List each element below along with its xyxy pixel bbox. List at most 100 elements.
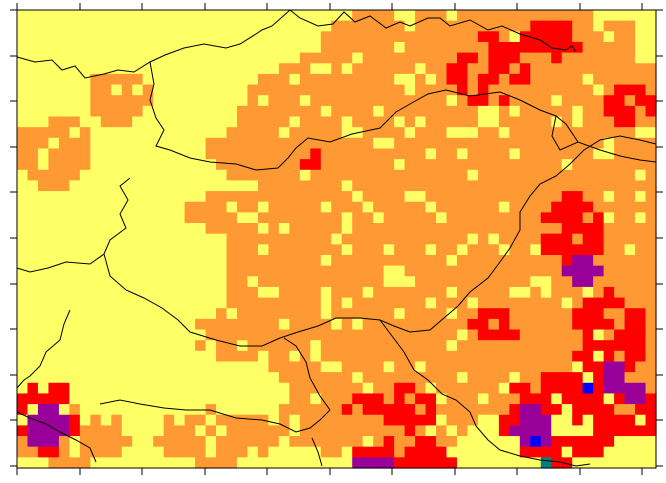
raster-cell [582, 286, 594, 299]
raster-cell [540, 95, 552, 107]
raster-cell [142, 276, 154, 288]
raster-cell [446, 308, 458, 320]
raster-cell [561, 201, 573, 213]
raster-cell [37, 382, 50, 395]
raster-cell [37, 393, 50, 405]
raster-cell [645, 137, 657, 150]
raster-cell [331, 84, 343, 96]
raster-cell [48, 446, 60, 458]
raster-cell [299, 372, 311, 384]
raster-cell [48, 191, 60, 203]
raster-cell [498, 404, 510, 416]
raster-cell [278, 276, 290, 288]
raster-cell [572, 457, 584, 469]
raster-cell [341, 95, 353, 107]
raster-cell [121, 10, 133, 22]
raster-cell [404, 52, 416, 64]
raster-cell [425, 436, 437, 448]
raster-cell [530, 159, 542, 171]
raster-cell [509, 52, 521, 64]
raster-cell [320, 84, 332, 96]
raster-cell [58, 31, 70, 43]
raster-cell [341, 63, 353, 75]
raster-cell [100, 137, 112, 150]
raster-cell [593, 233, 605, 245]
raster-cell [373, 137, 385, 150]
raster-cell [498, 20, 510, 32]
raster-cell [456, 20, 469, 32]
raster-cell [310, 73, 322, 86]
raster-cell [90, 201, 102, 213]
raster-cell [299, 233, 311, 245]
raster-cell [603, 254, 615, 267]
raster-cell [362, 191, 374, 203]
raster-cell [509, 180, 521, 192]
raster-cell [352, 254, 364, 267]
raster-cell [467, 350, 479, 363]
raster-cell [216, 116, 228, 128]
raster-cell [415, 393, 427, 405]
raster-cell [100, 436, 112, 448]
raster-cell [37, 201, 50, 213]
raster-cell [268, 382, 280, 395]
border-south-west-2 [99, 337, 331, 433]
raster-cell [195, 393, 207, 405]
raster-cell [436, 393, 448, 405]
raster-cell [58, 148, 70, 160]
raster-cell [498, 52, 510, 64]
raster-cell [184, 116, 196, 128]
raster-cell [603, 361, 615, 373]
raster-cell [69, 372, 81, 384]
raster-cell [404, 393, 416, 405]
raster-cell [635, 286, 647, 299]
raster-cell [467, 308, 479, 320]
raster-cell [247, 425, 259, 437]
raster-cell [551, 148, 563, 160]
raster-cell [561, 148, 573, 160]
raster-cell [37, 105, 50, 118]
raster-cell [174, 84, 186, 96]
raster-cell [247, 404, 259, 416]
raster-cell [477, 10, 489, 22]
raster-cell [184, 20, 196, 32]
raster-cell [341, 20, 353, 32]
raster-cell [236, 116, 249, 128]
raster-cell [320, 52, 332, 64]
raster-cell [383, 73, 395, 86]
raster-cell [614, 116, 626, 128]
raster-cell [257, 180, 270, 192]
raster-cell [341, 169, 353, 182]
raster-cell [247, 457, 259, 469]
raster-cell [436, 436, 448, 448]
raster-cell [58, 265, 70, 277]
raster-cell [530, 404, 542, 416]
raster-cell [331, 63, 343, 75]
raster-cell [289, 436, 301, 448]
raster-cell [205, 84, 217, 96]
raster-cell [320, 372, 332, 384]
raster-cell [320, 254, 332, 267]
raster-cell [446, 201, 458, 213]
raster-cell [27, 329, 39, 341]
raster-cell [436, 404, 448, 416]
raster-cell [509, 84, 521, 96]
raster-cell [582, 41, 594, 54]
raster-cell [540, 329, 552, 341]
raster-cell [205, 372, 217, 384]
raster-cell [635, 20, 647, 32]
raster-cell [467, 63, 479, 75]
border-west-1 [149, 61, 579, 171]
raster-cell [446, 116, 458, 128]
raster-cell [572, 84, 584, 96]
raster-cell [27, 382, 39, 395]
raster-cell [519, 233, 531, 245]
raster-cell [645, 41, 657, 54]
raster-cell [415, 318, 427, 331]
raster-cell [436, 286, 448, 299]
raster-cell [624, 404, 636, 416]
raster-cell [90, 233, 102, 245]
raster-cell [142, 233, 154, 245]
raster-cell [645, 414, 657, 426]
raster-cell [593, 73, 605, 86]
raster-cell [530, 361, 542, 373]
